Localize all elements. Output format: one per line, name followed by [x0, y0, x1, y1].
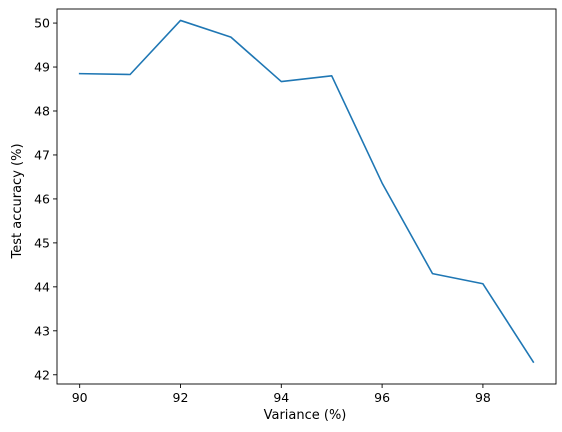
y-tick-label: 44	[34, 279, 50, 294]
series-line-1	[78, 19, 535, 364]
y-tick-label: 48	[34, 103, 50, 118]
x-axis-ticks: 90 92 94 96 98	[72, 384, 491, 405]
x-tick-label: 94	[273, 390, 289, 405]
y-tick-label: 45	[34, 235, 50, 250]
plot-area	[56, 8, 557, 385]
y-tick-label: 46	[34, 191, 50, 206]
y-tick-label: 42	[34, 367, 50, 382]
y-axis-ticks: 42 43 44 45 46 47 48 49 50	[34, 16, 57, 382]
y-tick-label: 49	[34, 60, 50, 75]
x-tick-label: 98	[475, 390, 491, 405]
y-axis-label: Test accuracy (%)	[10, 143, 25, 259]
y-tick-label: 47	[34, 147, 50, 162]
y-tick-label: 43	[34, 323, 50, 338]
y-tick-label: 50	[34, 16, 50, 31]
plot-frame	[56, 8, 557, 385]
x-tick-label: 92	[173, 390, 189, 405]
x-axis-label: Variance (%)	[264, 408, 347, 423]
x-tick-label: 90	[72, 390, 88, 405]
x-tick-label: 96	[374, 390, 390, 405]
